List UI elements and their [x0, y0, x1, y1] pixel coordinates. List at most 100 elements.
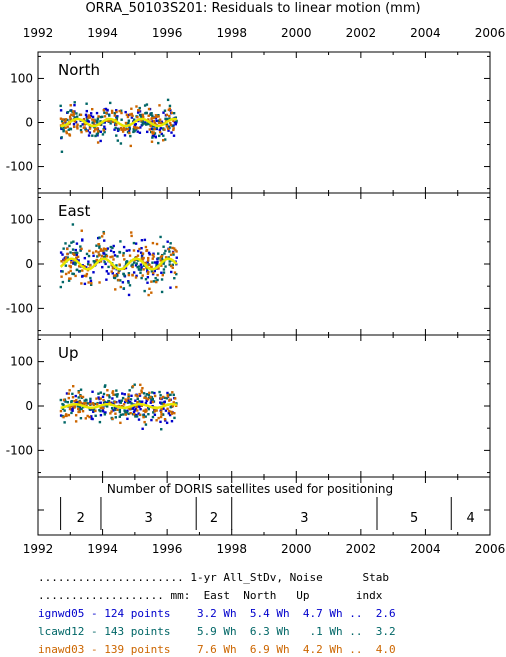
bottom-x-tick-label: 1996 [152, 542, 183, 556]
data-point-ignwd05 [121, 392, 124, 395]
data-point-ignwd05 [132, 410, 136, 414]
seasonal-trend-line [59, 257, 178, 271]
data-point-inawd03 [161, 273, 164, 277]
data-point-inawd03 [80, 130, 83, 134]
data-point-lcawd12 [157, 141, 160, 145]
data-point-lcawd12 [115, 264, 118, 267]
data-point-inawd03 [83, 126, 86, 129]
data-point-lcawd12 [116, 139, 120, 142]
data-point-inawd03 [92, 403, 95, 406]
data-point-inawd03 [139, 383, 142, 387]
data-point-inawd03 [102, 232, 106, 235]
data-point-inawd03 [70, 405, 73, 408]
data-point-lcawd12 [69, 109, 72, 112]
data-point-inawd03 [114, 412, 117, 415]
data-point-lcawd12 [137, 265, 141, 268]
data-point-inawd03 [137, 126, 140, 130]
data-point-lcawd12 [144, 423, 148, 426]
data-point-lcawd12 [108, 114, 111, 117]
data-point-inawd03 [127, 273, 131, 277]
data-point-inawd03 [100, 254, 104, 258]
data-point-lcawd12 [147, 393, 150, 397]
data-point-inawd03 [61, 118, 65, 121]
data-point-ignwd05 [144, 401, 148, 405]
data-point-ignwd05 [146, 276, 150, 279]
data-point-ignwd05 [113, 128, 116, 131]
data-point-inawd03 [102, 108, 106, 112]
data-point-ignwd05 [160, 132, 164, 136]
data-point-ignwd05 [59, 109, 63, 112]
data-point-inawd03 [90, 282, 93, 285]
data-point-ignwd05 [140, 266, 143, 269]
data-point-lcawd12 [73, 116, 77, 120]
data-point-ignwd05 [92, 410, 95, 413]
data-point-ignwd05 [175, 256, 178, 259]
data-point-inawd03 [172, 247, 176, 250]
data-point-lcawd12 [157, 119, 161, 122]
data-point-inawd03 [150, 130, 154, 134]
data-point-inawd03 [138, 247, 141, 251]
data-point-lcawd12 [62, 247, 65, 250]
data-point-ignwd05 [77, 259, 80, 262]
data-point-lcawd12 [79, 388, 83, 391]
data-point-inawd03 [168, 107, 172, 110]
data-point-inawd03 [136, 409, 139, 412]
data-point-lcawd12 [169, 242, 172, 245]
data-point-ignwd05 [101, 265, 104, 269]
data-point-lcawd12 [103, 130, 106, 134]
data-point-ignwd05 [152, 125, 156, 128]
data-point-lcawd12 [89, 397, 92, 401]
data-point-lcawd12 [66, 400, 69, 404]
data-point-lcawd12 [132, 127, 135, 131]
data-point-inawd03 [59, 117, 63, 120]
data-point-ignwd05 [139, 263, 143, 266]
data-point-inawd03 [102, 129, 105, 132]
data-point-inawd03 [77, 410, 80, 414]
data-point-inawd03 [124, 413, 128, 416]
data-point-ignwd05 [101, 408, 105, 411]
data-point-inawd03 [145, 409, 148, 413]
data-point-ignwd05 [87, 260, 90, 263]
data-point-inawd03 [101, 407, 105, 410]
data-point-lcawd12 [63, 421, 66, 424]
data-point-lcawd12 [145, 393, 149, 396]
data-point-lcawd12 [162, 268, 166, 271]
data-point-inawd03 [59, 409, 63, 413]
data-point-inawd03 [152, 131, 155, 134]
data-point-inawd03 [72, 110, 75, 113]
data-point-lcawd12 [107, 400, 111, 403]
data-point-inawd03 [87, 114, 91, 117]
data-point-ignwd05 [170, 131, 173, 134]
data-point-inawd03 [130, 234, 133, 238]
data-point-inawd03 [119, 285, 122, 289]
data-point-inawd03 [99, 248, 103, 251]
data-point-inawd03 [142, 268, 145, 271]
data-point-inawd03 [105, 255, 109, 258]
data-point-inawd03 [73, 253, 76, 257]
data-point-inawd03 [66, 252, 69, 256]
data-point-inawd03 [129, 407, 132, 410]
data-point-inawd03 [74, 420, 78, 423]
data-point-inawd03 [141, 115, 145, 119]
data-point-inawd03 [154, 114, 158, 117]
data-point-inawd03 [80, 229, 83, 232]
data-point-inawd03 [72, 112, 76, 115]
data-point-inawd03 [122, 403, 126, 406]
bottom-x-axis: 1992 1994 1996 1998 2000 2002 2004 2006 [23, 542, 506, 556]
data-point-ignwd05 [140, 254, 144, 257]
data-point-lcawd12 [141, 120, 145, 123]
data-point-inawd03 [140, 404, 143, 407]
data-point-ignwd05 [162, 111, 165, 114]
data-point-inawd03 [138, 413, 142, 416]
data-point-lcawd12 [78, 408, 81, 411]
data-point-lcawd12 [131, 263, 134, 266]
data-point-inawd03 [95, 397, 98, 400]
data-point-ignwd05 [71, 409, 74, 412]
data-point-ignwd05 [140, 239, 144, 242]
data-point-ignwd05 [132, 271, 136, 274]
data-point-inawd03 [147, 118, 150, 121]
data-point-lcawd12 [129, 134, 132, 138]
data-point-lcawd12 [155, 126, 159, 130]
data-point-inawd03 [135, 105, 138, 108]
data-point-ignwd05 [163, 400, 166, 403]
